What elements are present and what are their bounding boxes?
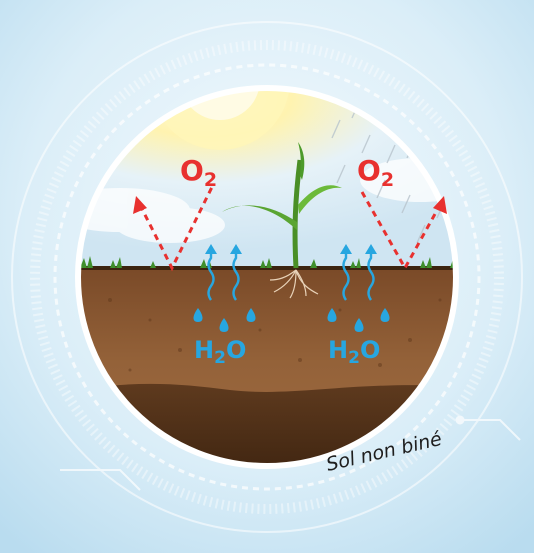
soil-texture xyxy=(108,298,442,372)
oxygen-arrow-icon xyxy=(138,184,442,272)
water-drop-icon xyxy=(193,308,390,332)
arrow-up-heads xyxy=(205,244,377,254)
grass xyxy=(80,256,456,268)
oxygen-label-left: O2 xyxy=(180,154,217,191)
frame-ring xyxy=(75,85,459,469)
arrow-up-icon xyxy=(207,250,375,301)
oxygen-label-right: O2 xyxy=(357,154,394,191)
oxygen-arrowheads xyxy=(133,196,447,214)
plant-icon xyxy=(222,142,342,299)
decorative-rings xyxy=(11,21,523,533)
water-label-left: H2O xyxy=(194,336,246,368)
water-label-right: H2O xyxy=(328,336,380,368)
